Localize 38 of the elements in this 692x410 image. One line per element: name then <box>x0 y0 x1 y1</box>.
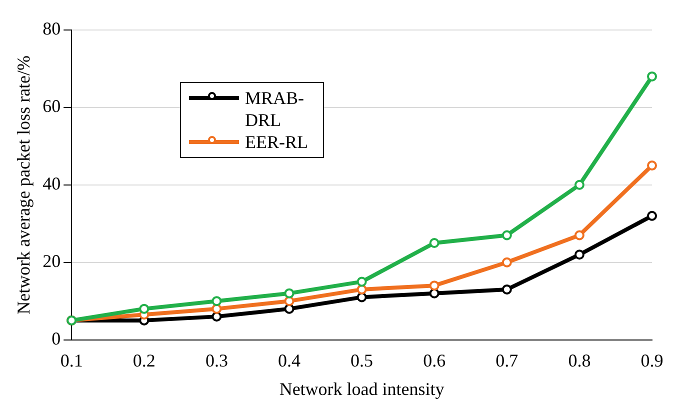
point <box>139 304 150 314</box>
x-tick-label: 0.7 <box>496 350 518 370</box>
x-tick-label: 0.1 <box>60 350 83 370</box>
point <box>212 296 222 306</box>
point <box>502 284 512 294</box>
y-tick-label: 20 <box>42 251 61 272</box>
y-tick-label: 80 <box>42 18 61 39</box>
point <box>647 160 657 171</box>
y-axis-title: Network average packet loss rate/% <box>14 55 34 314</box>
point <box>502 230 512 240</box>
point <box>429 288 440 298</box>
x-tick-label: 0.4 <box>278 350 300 370</box>
y-tick-label: 40 <box>42 174 61 194</box>
point <box>502 257 512 268</box>
point <box>284 296 294 306</box>
y-tick-label: 0 <box>52 328 61 349</box>
x-tick-label: 0.6 <box>423 350 446 370</box>
legend-label: MRAB-DRL <box>245 87 306 131</box>
point <box>574 230 584 240</box>
x-tick-label: 0.3 <box>205 350 228 370</box>
point <box>356 276 367 287</box>
x-tick-label: 0.5 <box>350 350 374 370</box>
y-tick-label: 60 <box>42 96 61 116</box>
point <box>574 250 584 260</box>
point <box>429 238 440 248</box>
legend-label: EER-RL <box>245 131 308 153</box>
x-axis-title: Network load intensity <box>279 378 444 399</box>
point <box>356 292 367 302</box>
point <box>647 210 657 221</box>
x-tick-label: 0.2 <box>132 350 156 370</box>
point <box>212 312 222 322</box>
point <box>429 280 440 291</box>
point <box>284 288 294 298</box>
x-tick-label: 0.9 <box>640 350 664 370</box>
point <box>647 71 657 82</box>
point <box>356 284 367 294</box>
x-tick-label: 0.8 <box>568 350 591 370</box>
point <box>574 180 584 190</box>
